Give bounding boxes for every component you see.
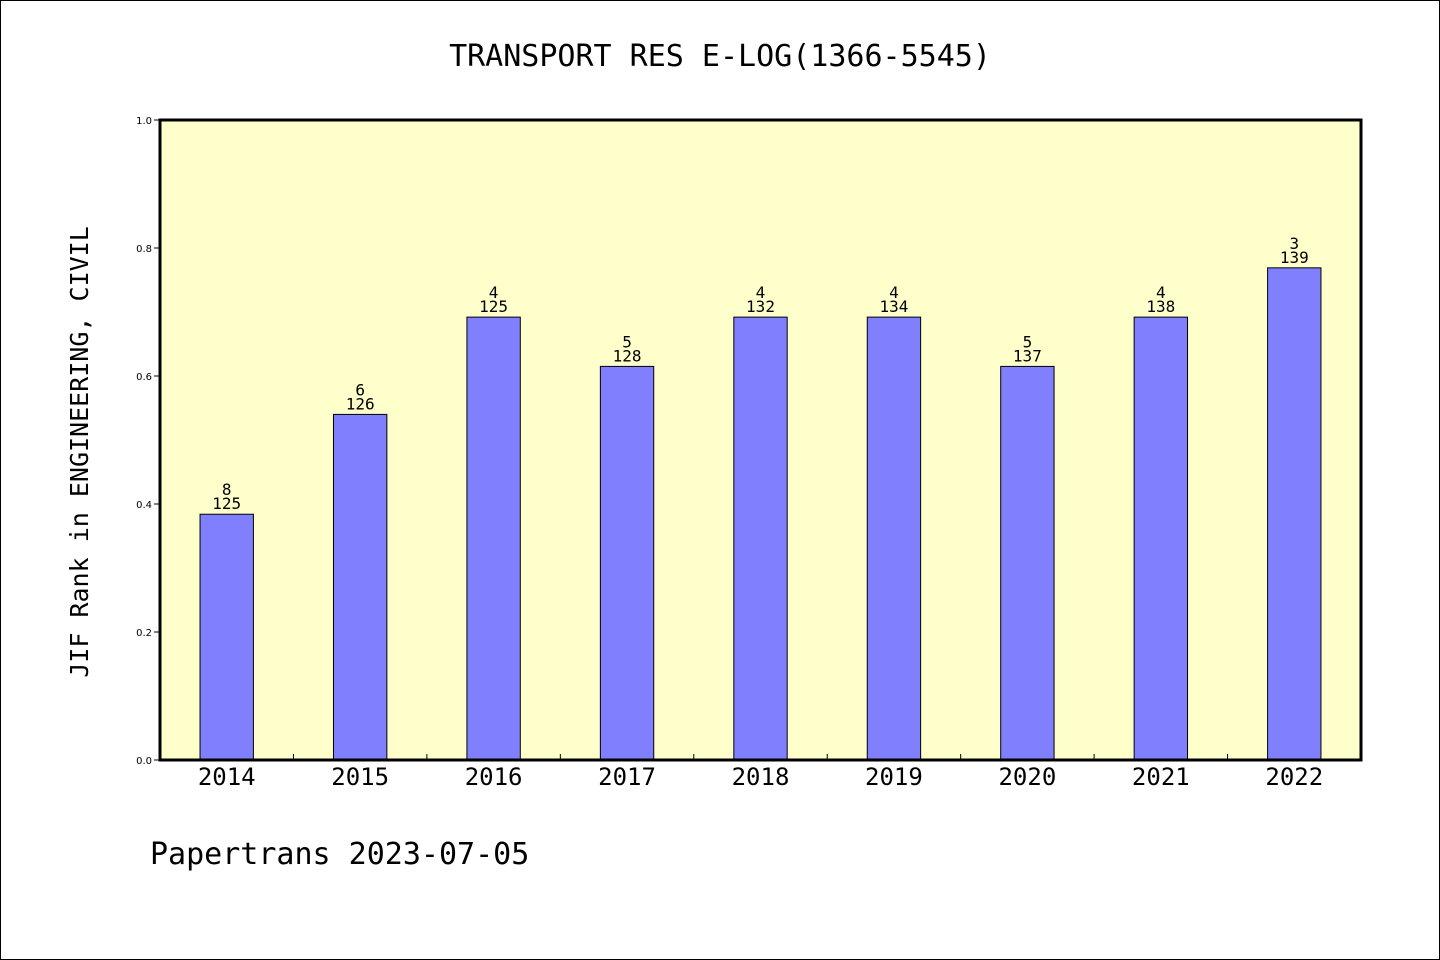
y-tick-label: 1.0 bbox=[136, 116, 152, 127]
y-tick-label: 0.2 bbox=[136, 628, 152, 639]
y-axis-ticks: 0.0 0.2 0.4 0.6 0.8 1.0 bbox=[136, 116, 160, 767]
x-tick-label: 2018 bbox=[732, 763, 790, 791]
y-tick-label: 0.8 bbox=[136, 244, 152, 255]
plot-border bbox=[158, 118, 1363, 762]
bar-2022 bbox=[1267, 267, 1322, 761]
data-label-total: 134 bbox=[879, 297, 908, 316]
bar-2018 bbox=[733, 316, 788, 761]
x-tick-label: 2014 bbox=[198, 763, 256, 791]
data-label-rank: 8 bbox=[222, 480, 232, 499]
x-tick-label: 2021 bbox=[1132, 763, 1190, 791]
x-tick-label: 2022 bbox=[1265, 763, 1323, 791]
bar-2016 bbox=[466, 316, 521, 761]
data-label-total: 126 bbox=[346, 394, 375, 413]
bar-2015 bbox=[332, 413, 388, 761]
y-tick-label: 0.0 bbox=[136, 756, 152, 767]
bars-group bbox=[199, 267, 1322, 761]
data-label-rank: 4 bbox=[889, 283, 899, 302]
chart-title: TRANSPORT RES E-LOG(1366-5545) bbox=[449, 39, 991, 74]
data-label-total: 125 bbox=[212, 494, 241, 513]
data-label-rank: 4 bbox=[489, 283, 499, 302]
data-label-rank: 4 bbox=[1156, 283, 1166, 302]
data-label-rank: 3 bbox=[1289, 234, 1299, 253]
y-tick-label: 0.6 bbox=[136, 372, 152, 383]
y-tick-label: 0.4 bbox=[136, 500, 152, 511]
data-label-total: 139 bbox=[1280, 248, 1309, 267]
data-label-total: 137 bbox=[1013, 346, 1042, 365]
bar-2017 bbox=[599, 365, 655, 761]
x-tick-label: 2015 bbox=[331, 763, 389, 791]
bar-2019 bbox=[866, 316, 922, 761]
data-label-rank: 5 bbox=[622, 332, 632, 351]
data-label-total: 138 bbox=[1146, 297, 1175, 316]
y-axis-label: JIF Rank in ENGINEERING, CIVIL bbox=[65, 226, 94, 678]
x-axis-ticks: 2014 2015 2016 2017 2018 2019 2020 2021 2022 bbox=[198, 754, 1323, 791]
bar-2014 bbox=[199, 513, 254, 761]
data-label-total: 132 bbox=[746, 297, 775, 316]
data-label-rank: 5 bbox=[1023, 332, 1033, 351]
data-label-rank: 4 bbox=[756, 283, 766, 302]
data-label-total: 125 bbox=[479, 297, 508, 316]
x-tick-label: 2017 bbox=[598, 763, 656, 791]
x-tick-label: 2020 bbox=[998, 763, 1056, 791]
bar-2020 bbox=[1000, 365, 1055, 761]
footer-credit: Papertrans 2023-07-05 bbox=[150, 837, 529, 872]
data-label-rank: 6 bbox=[355, 380, 365, 399]
x-tick-label: 2016 bbox=[465, 763, 523, 791]
data-label-total: 128 bbox=[613, 346, 642, 365]
x-tick-label: 2019 bbox=[865, 763, 923, 791]
bar-2021 bbox=[1133, 316, 1189, 761]
